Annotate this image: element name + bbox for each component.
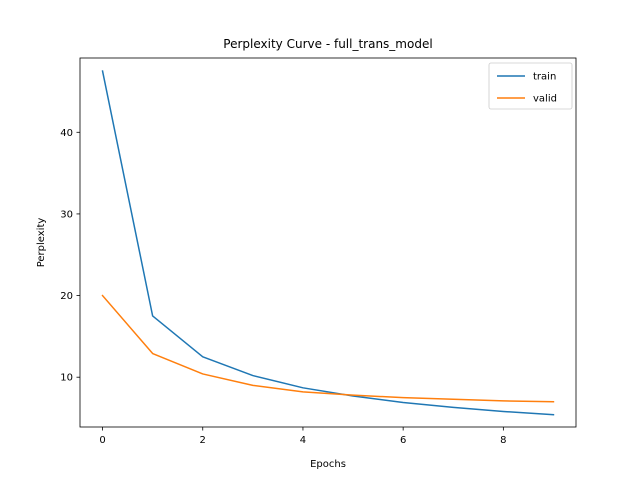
x-tick-label: 2: [200, 435, 206, 446]
y-tick-label: 10: [60, 373, 73, 384]
y-tick-label: 30: [60, 209, 73, 220]
x-tick-label: 6: [400, 435, 406, 446]
x-axis-title: Epochs: [310, 459, 346, 470]
y-tick-label: 20: [60, 291, 73, 302]
series-line-valid: [101, 294, 555, 403]
plot-border: [79, 57, 577, 428]
plot-area: [80, 58, 576, 427]
legend: train valid: [488, 62, 573, 110]
legend-label-valid: valid: [533, 94, 557, 105]
y-axis-title: Perplexity: [36, 218, 47, 268]
series-line-train: [101, 70, 555, 416]
y-tick-label: 40: [60, 128, 73, 139]
x-tick-label: 4: [300, 435, 306, 446]
legend-label-train: train: [533, 72, 556, 83]
legend-box: [488, 62, 573, 110]
chart-title: Perplexity Curve - full_trans_model: [223, 37, 432, 51]
x-tick-label: 0: [99, 435, 105, 446]
x-tick-label: 8: [500, 435, 506, 446]
